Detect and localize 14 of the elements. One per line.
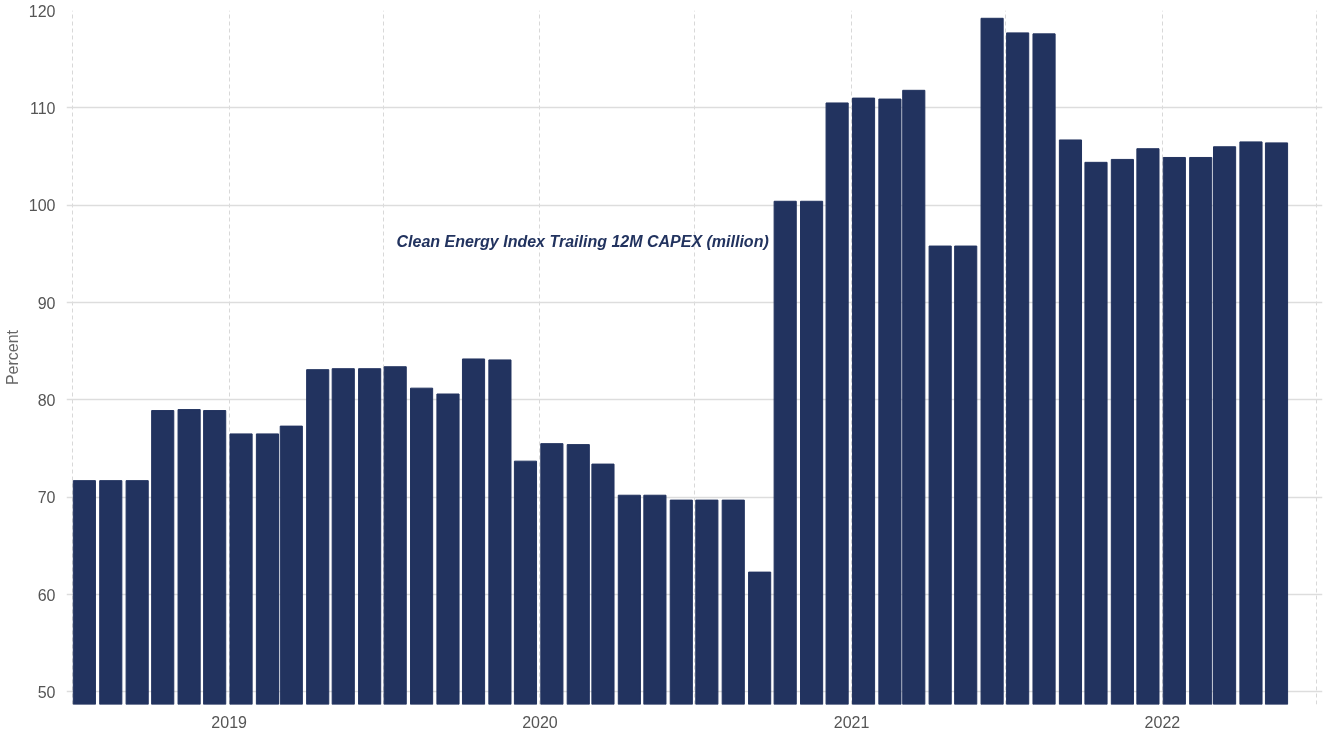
x-tick-label: 2019 bbox=[211, 713, 248, 730]
y-tick-label: 50 bbox=[37, 683, 56, 701]
y-axis-title: Percent bbox=[3, 329, 21, 386]
x-tick-label: 2020 bbox=[522, 713, 558, 730]
y-tick-label: 80 bbox=[37, 391, 56, 409]
y-tick-label: 60 bbox=[37, 586, 56, 604]
y-tick-label: 90 bbox=[37, 294, 56, 312]
y-tick-label: 120 bbox=[28, 2, 56, 20]
y-tick-label: 100 bbox=[28, 197, 56, 215]
x-tick-label: 2021 bbox=[833, 713, 870, 730]
x-tick-label: 2022 bbox=[1144, 713, 1181, 730]
annotation: Clean Energy Index Trailing 12M CAPEX (million) bbox=[396, 232, 769, 250]
y-tick-label: 70 bbox=[37, 489, 56, 507]
y-tick-label: 110 bbox=[29, 99, 56, 117]
